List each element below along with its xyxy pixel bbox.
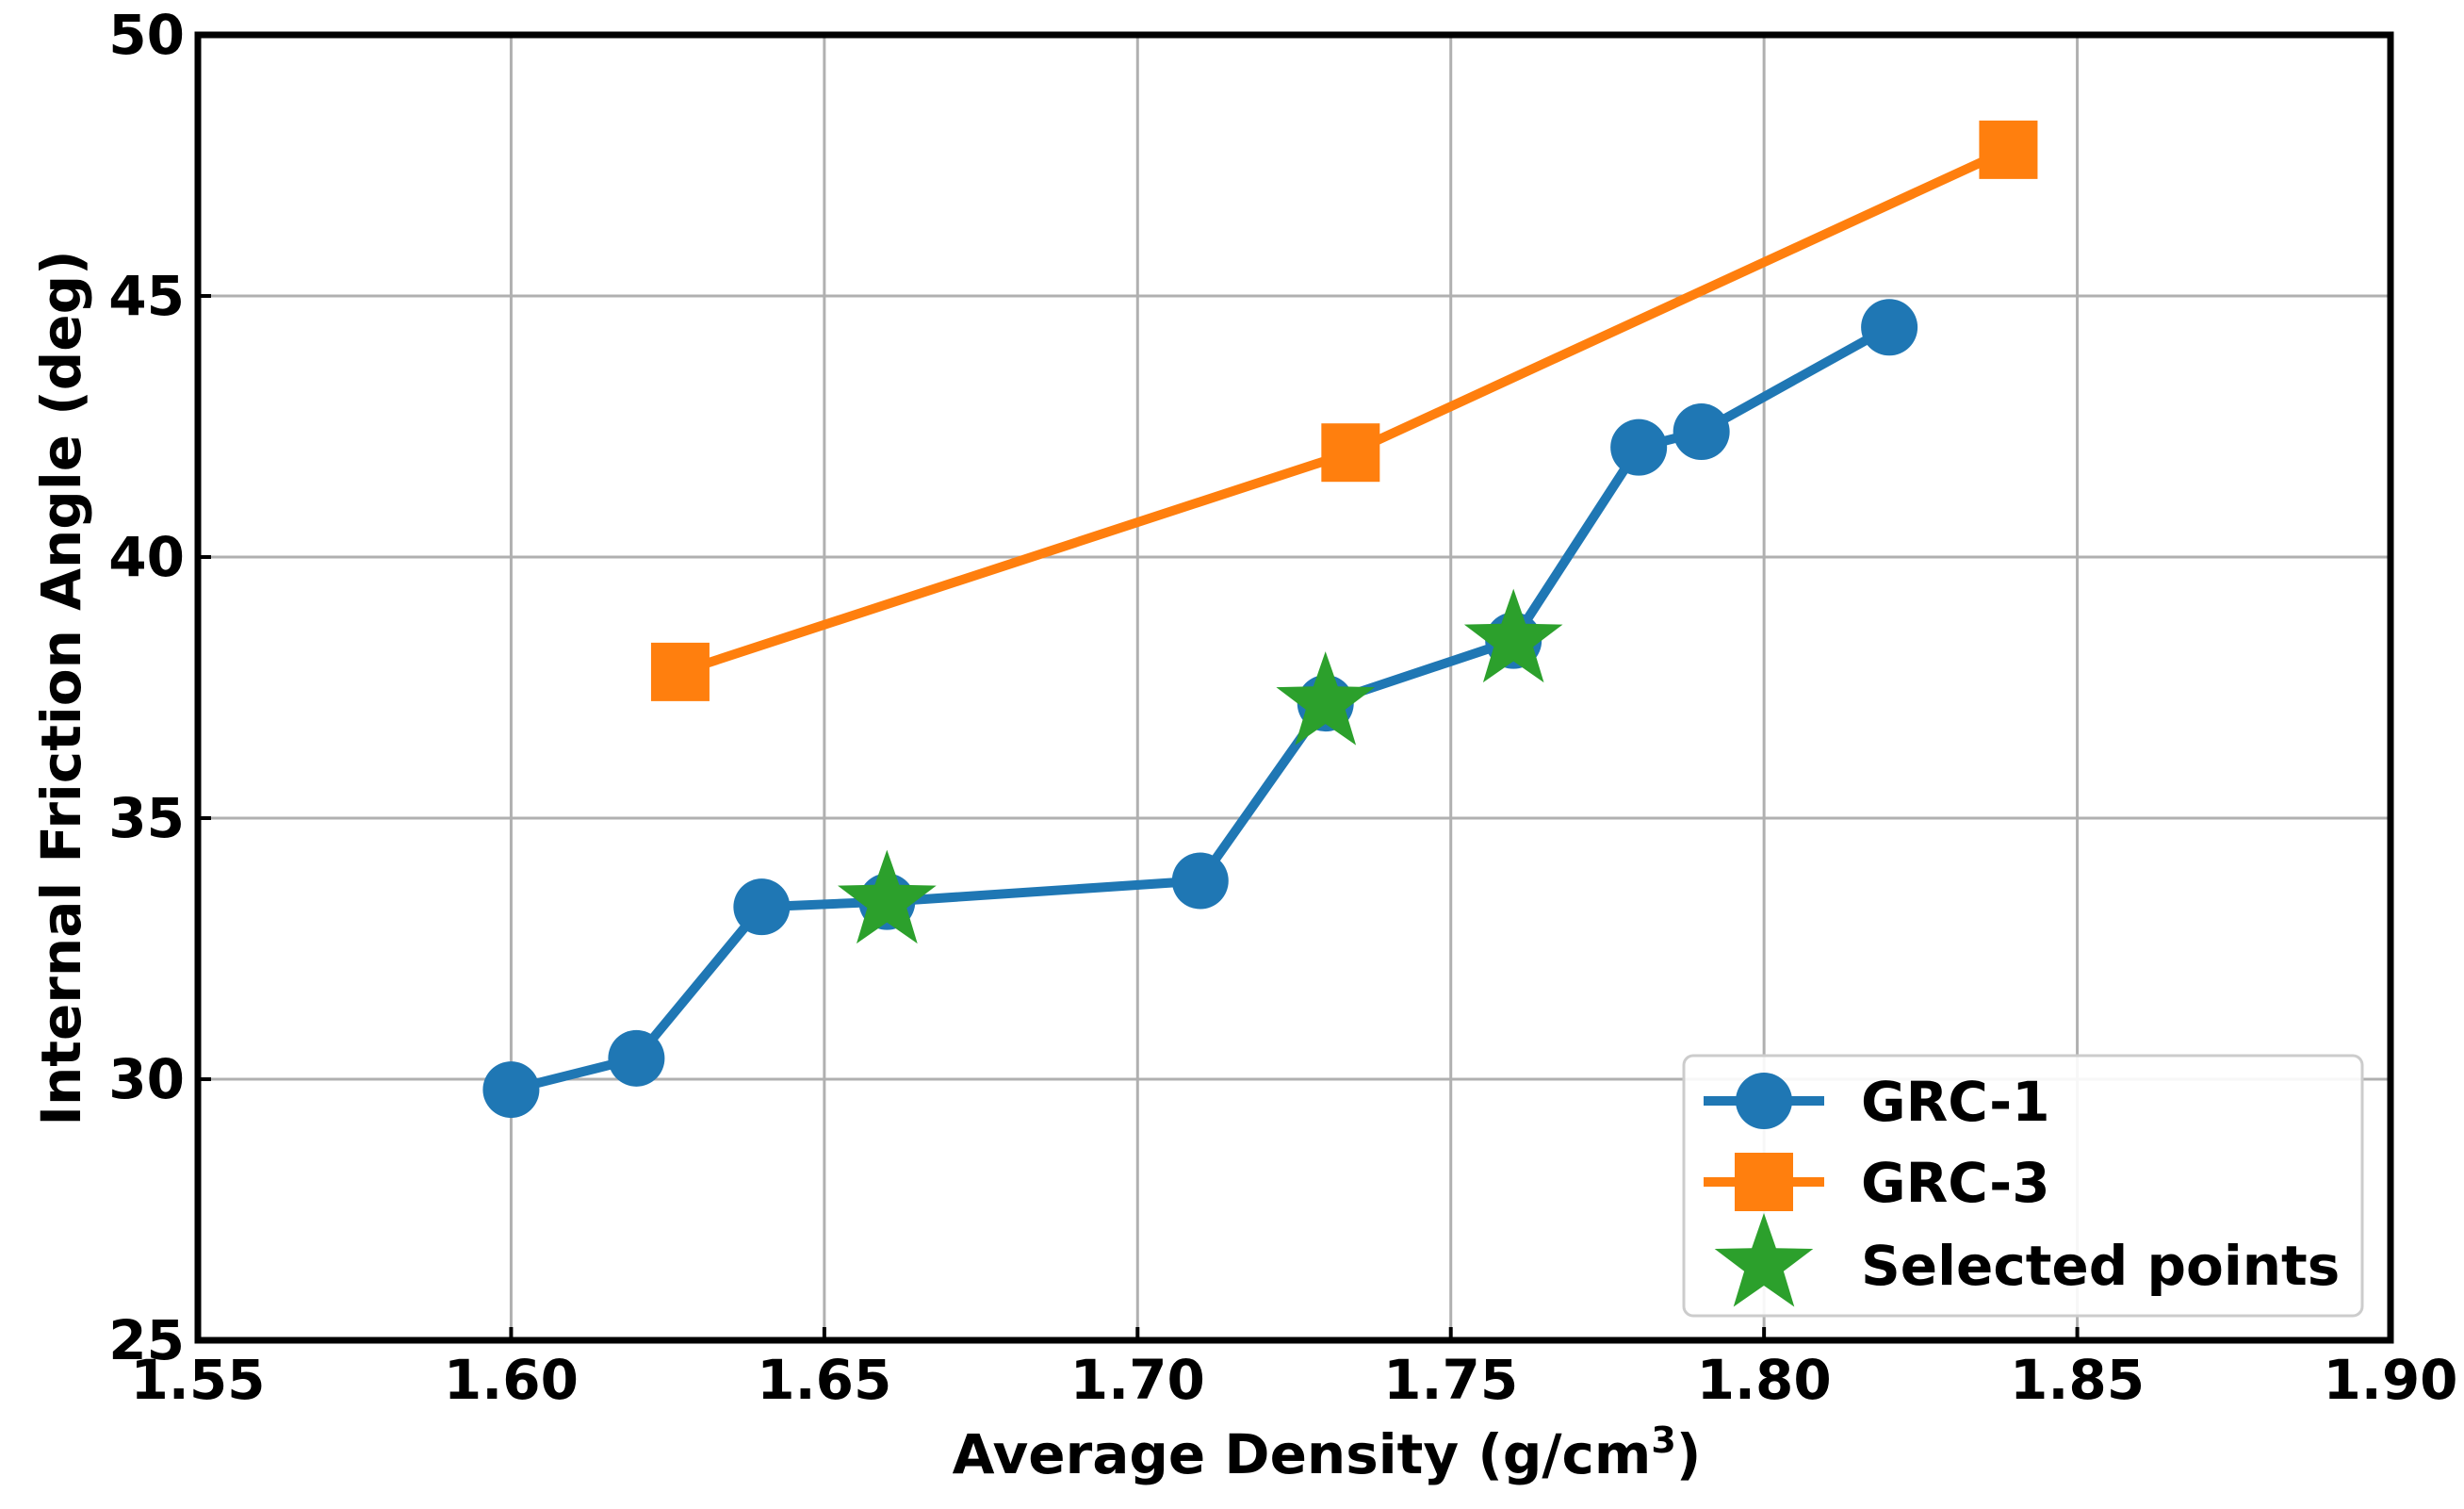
plot-frame — [194, 31, 2394, 1344]
legend-marker-circle — [1736, 1073, 1792, 1129]
data-point-star — [1276, 651, 1376, 746]
y-tick-label: 25 — [108, 1308, 185, 1372]
y-axis-label: Internal Friction Angle (deg) — [29, 250, 93, 1125]
data-point-circle — [1171, 852, 1229, 910]
data-point-square — [1979, 120, 2038, 179]
x-axis-label-superscript: 3 — [1651, 1419, 1675, 1461]
legend-label: GRC-3 — [1861, 1151, 2050, 1215]
x-tick-label: 1.55 — [130, 1348, 265, 1412]
data-point-circle — [733, 878, 791, 936]
ticks — [196, 33, 2392, 1342]
data-point-star — [838, 849, 937, 944]
data-point-square — [650, 642, 710, 701]
data-point-circle — [1673, 403, 1730, 461]
series-line — [510, 322, 1892, 1094]
legend-entry: GRC-1 — [1704, 1070, 2050, 1134]
y-tick-label: 50 — [108, 3, 185, 67]
legend-entry: Selected points — [1714, 1213, 2340, 1307]
series-layer — [482, 120, 2038, 1119]
data-point-circle — [1610, 418, 1668, 476]
series-line — [678, 145, 2011, 677]
x-tick-label: 1.70 — [1070, 1348, 1205, 1412]
series-grc-3 — [650, 120, 2038, 701]
x-tick-label: 1.65 — [757, 1348, 891, 1412]
x-tick-label: 1.60 — [444, 1348, 579, 1412]
data-point-circle — [608, 1029, 665, 1087]
legend-label: GRC-1 — [1861, 1070, 2050, 1134]
data-point-circle — [482, 1061, 540, 1119]
tick-labels: 1.55 1.60 1.65 1.70 1.75 1.80 1.85 1.90 25 30 35 40… — [108, 3, 2457, 1412]
y-tick-label: 30 — [108, 1047, 185, 1111]
legend: GRC-1 GRC-3 Selected points — [1682, 1054, 2364, 1318]
x-tick-label: 1.80 — [1697, 1348, 1832, 1412]
y-tick-label: 35 — [108, 786, 185, 850]
legend-marker-star — [1714, 1213, 1814, 1307]
legend-entries: GRC-1 GRC-3 Selected points — [1704, 1070, 2340, 1307]
series-grc-1 — [482, 299, 1918, 1119]
x-tick-label: 1.90 — [2323, 1348, 2457, 1412]
legend-label: Selected points — [1861, 1234, 2340, 1298]
legend-box — [1682, 1054, 2364, 1318]
y-tick-label: 40 — [108, 525, 185, 589]
legend-marker-square — [1735, 1153, 1793, 1211]
x-tick-label: 1.85 — [2010, 1348, 2145, 1412]
x-axis-label: Average Density (g/cm3) — [953, 1419, 1702, 1486]
legend-entry: GRC-3 — [1704, 1151, 2050, 1215]
x-axis-label-suffix: ) — [1676, 1422, 1702, 1486]
series-selected-points — [838, 588, 1563, 944]
data-point-square — [1321, 423, 1380, 483]
data-point-circle — [1861, 299, 1918, 356]
x-tick-label: 1.75 — [1383, 1348, 1518, 1412]
data-point-star — [1463, 588, 1563, 683]
y-tick-label: 45 — [108, 264, 185, 328]
